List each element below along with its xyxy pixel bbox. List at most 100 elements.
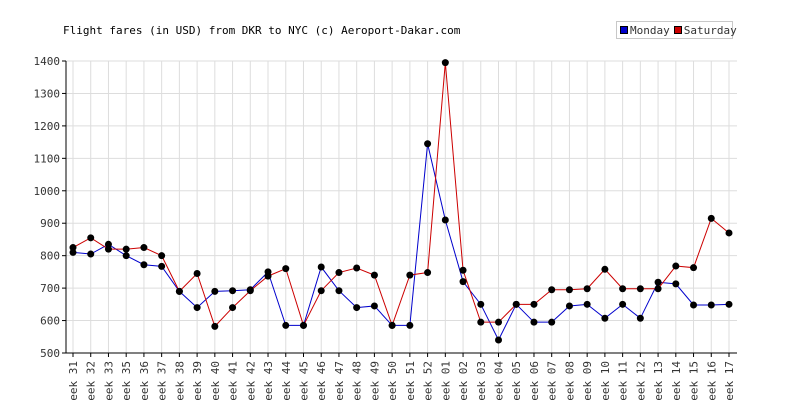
x-tick-label: Week 48 — [351, 361, 364, 400]
y-tick-label: 1000 — [34, 185, 61, 198]
data-point-saturday — [158, 252, 166, 260]
data-point-monday — [672, 280, 680, 288]
x-tick-label: Week 35 — [120, 361, 133, 400]
data-point-saturday — [193, 270, 201, 278]
data-point-monday — [548, 318, 556, 326]
y-tick-label: 800 — [40, 250, 60, 263]
data-point-saturday — [477, 318, 485, 326]
data-point-monday — [317, 263, 325, 271]
y-tick-label: 600 — [40, 315, 60, 328]
data-point-saturday — [299, 321, 307, 329]
data-point-monday — [601, 314, 609, 322]
x-tick-label: Week 11 — [617, 361, 630, 400]
x-tick-label: Week 12 — [634, 361, 647, 400]
plot-area — [66, 61, 737, 353]
data-point-monday — [140, 261, 148, 269]
x-tick-label: Week 03 — [475, 361, 488, 400]
data-point-saturday — [459, 266, 467, 274]
x-tick-label: Week 02 — [457, 361, 470, 400]
x-tick-label: Week 39 — [191, 361, 204, 400]
data-point-saturday — [690, 264, 698, 272]
data-point-saturday — [229, 304, 237, 312]
data-point-monday — [87, 250, 95, 258]
data-point-monday — [530, 318, 538, 326]
data-point-monday — [122, 252, 130, 260]
data-point-saturday — [388, 321, 396, 329]
x-tick-label: Week 50 — [386, 361, 399, 400]
data-point-saturday — [424, 269, 432, 277]
data-point-monday — [229, 287, 237, 295]
chart-title: Flight fares (in USD) from DKR to NYC (c… — [63, 24, 461, 37]
data-point-monday — [583, 300, 591, 308]
x-tick-label: Week 33 — [102, 361, 115, 400]
data-point-monday — [353, 304, 361, 312]
series-line-monday — [72, 143, 730, 342]
data-point-monday — [370, 302, 378, 310]
data-point-saturday — [672, 262, 680, 270]
x-tick-label: Week 17 — [723, 361, 736, 400]
data-point-saturday — [87, 234, 95, 242]
data-point-monday — [654, 278, 662, 286]
x-tick-label: Week 43 — [262, 361, 275, 400]
x-tick-label: Week 07 — [546, 361, 559, 400]
data-point-monday — [725, 300, 733, 308]
legend-label-saturday: Saturday — [683, 23, 737, 37]
x-tick-label: Week 37 — [156, 361, 169, 400]
x-tick-label: Week 46 — [315, 361, 328, 400]
data-point-monday — [424, 140, 432, 148]
data-point-saturday — [104, 245, 112, 253]
data-point-monday — [619, 300, 627, 308]
x-tick-label: Week 32 — [85, 361, 98, 400]
x-tick-label: Week 40 — [209, 361, 222, 400]
y-tick-label: 1300 — [34, 87, 61, 100]
y-tick-label: 500 — [40, 347, 60, 360]
x-tick-label: Week 09 — [581, 361, 594, 400]
x-tick-label: Week 10 — [599, 361, 612, 400]
data-point-saturday — [406, 271, 414, 279]
y-tick-label: 1100 — [34, 152, 61, 165]
data-point-monday — [193, 304, 201, 312]
x-tick-label: Week 06 — [528, 361, 541, 400]
data-point-saturday — [583, 285, 591, 293]
data-point-monday — [211, 287, 219, 295]
x-tick-label: Week 47 — [333, 361, 346, 400]
x-tick-label: Week 52 — [422, 361, 435, 400]
y-tick-label: 700 — [40, 282, 60, 295]
data-point-saturday — [636, 285, 644, 293]
data-point-saturday — [282, 265, 290, 273]
data-point-saturday — [619, 285, 627, 293]
y-tick-label: 1400 — [34, 55, 61, 68]
series-line-saturday — [72, 62, 730, 328]
data-point-saturday — [565, 286, 573, 294]
data-point-monday — [565, 302, 573, 310]
data-point-saturday — [512, 300, 520, 308]
data-point-saturday — [530, 300, 538, 308]
x-tick-label: Week 51 — [404, 361, 417, 400]
legend-swatch-monday — [620, 26, 628, 34]
data-point-monday — [477, 300, 485, 308]
data-point-saturday — [495, 318, 503, 326]
data-point-saturday — [246, 287, 254, 295]
data-point-saturday — [122, 245, 130, 253]
legend-label-monday: Monday — [630, 23, 670, 37]
data-point-saturday — [370, 271, 378, 279]
data-point-monday — [459, 278, 467, 286]
x-tick-label: Week 04 — [493, 361, 506, 400]
data-point-saturday — [264, 272, 272, 280]
data-point-saturday — [353, 264, 361, 272]
legend: Monday Saturday — [616, 21, 737, 39]
x-tick-label: Week 16 — [705, 361, 718, 400]
data-point-monday — [104, 240, 112, 248]
data-point-monday — [406, 321, 414, 329]
legend-swatch-saturday — [673, 26, 682, 34]
x-tick-label: Week 05 — [510, 361, 523, 400]
x-tick-label: Week 36 — [138, 361, 151, 400]
y-tick-label: 900 — [40, 217, 60, 230]
y-tick-label: 1200 — [34, 120, 61, 133]
x-tick-label: Week 42 — [244, 361, 257, 400]
data-point-saturday — [175, 287, 183, 295]
data-point-saturday — [725, 229, 733, 237]
data-point-monday — [69, 248, 77, 256]
